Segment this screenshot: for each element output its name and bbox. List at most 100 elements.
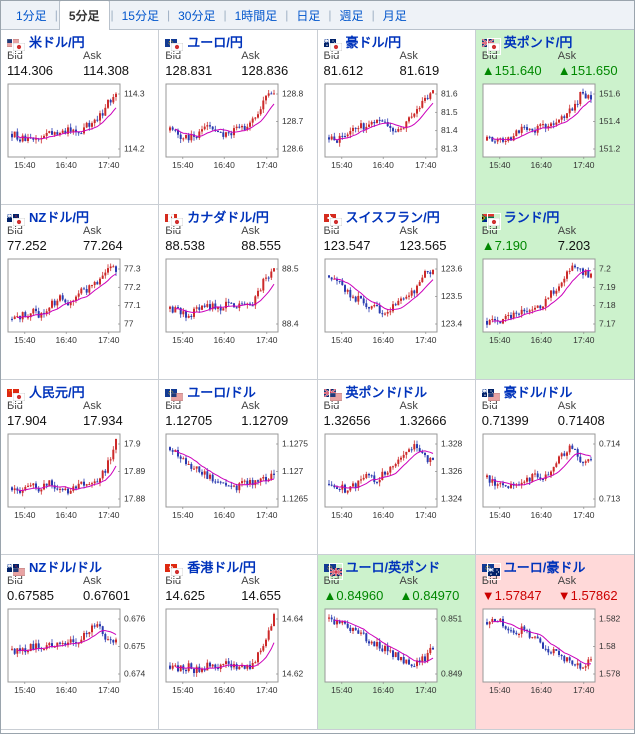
bid-label: Bid (7, 50, 23, 62)
rate-panel: ユーロ/豪ドル Bid Ask ▼1.57847 ▼1.57862 1.582 1.58 1.… (475, 555, 634, 730)
bid-label: Bid (481, 50, 498, 62)
currency-pair-flag-icon (323, 385, 343, 405)
candlestick-chart: 81.6 81.5 81.4 81.3 15:40 16:40 17:40 (324, 83, 470, 189)
pair-link[interactable]: 英ポンド/円 (481, 33, 629, 55)
rate-panel: ユーロ/ドル Bid Ask 1.12705 1.12709 1.1275 1.127 1.1… (159, 380, 318, 555)
ask-label: Ask (241, 575, 260, 587)
pair-link[interactable]: ユーロ/英ポンド (323, 558, 470, 580)
pair-link[interactable]: 豪ドル/ドル (481, 383, 629, 405)
svg-text:17:40: 17:40 (256, 510, 278, 520)
svg-text:81.5: 81.5 (441, 107, 458, 117)
rate-panel: NZドル/ドル Bid Ask 0.67585 0.67601 0.676 0.675 0.6… (1, 555, 160, 730)
svg-text:17:40: 17:40 (98, 685, 120, 695)
svg-text:14.62: 14.62 (282, 669, 304, 679)
timeframe-tab[interactable]: 15分足 (121, 8, 159, 23)
timeframe-tab[interactable]: 1分足 (16, 8, 47, 23)
pair-link[interactable]: スイスフラン/円 (323, 208, 470, 230)
ask-label: Ask (557, 575, 577, 587)
svg-text:88.5: 88.5 (282, 264, 299, 274)
pair-link[interactable]: ランド/円 (481, 208, 629, 230)
pair-link[interactable]: 英ポンド/ドル (323, 383, 470, 405)
pair-link[interactable]: 人民元/円 (7, 383, 153, 405)
currency-pair-flag-icon (6, 210, 26, 230)
ask-value: 88.555 (241, 238, 282, 253)
svg-text:81.3: 81.3 (441, 144, 458, 154)
svg-text:16:40: 16:40 (56, 510, 78, 520)
pair-link[interactable]: NZドル/ドル (6, 558, 153, 580)
pair-link[interactable]: ユーロ/円 (165, 33, 311, 55)
ask-value: ▲151.650 (557, 63, 618, 78)
tab-separator: | (166, 8, 171, 22)
svg-text:15:40: 15:40 (331, 510, 353, 520)
pair-link[interactable]: 香港ドル/円 (165, 558, 311, 580)
svg-text:77.2: 77.2 (124, 282, 141, 292)
pair-link[interactable]: ユーロ/豪ドル (481, 558, 629, 580)
bid-label: Bid (323, 575, 340, 587)
currency-pair-flag-icon (323, 35, 343, 55)
svg-text:7.19: 7.19 (599, 282, 616, 292)
bid-value: 0.71399 (481, 413, 529, 428)
svg-text:15:40: 15:40 (489, 160, 511, 170)
svg-text:17:40: 17:40 (256, 160, 278, 170)
svg-text:7.18: 7.18 (599, 300, 616, 310)
ask-value: 14.655 (241, 588, 282, 603)
ask-value: ▼1.57862 (557, 588, 618, 603)
svg-text:17:40: 17:40 (98, 160, 120, 170)
pair-link[interactable]: ユーロ/ドル (165, 383, 311, 405)
timeframe-tab[interactable]: 月足 (382, 8, 407, 23)
svg-text:128.8: 128.8 (282, 89, 304, 99)
svg-text:15:40: 15:40 (14, 685, 36, 695)
svg-text:123.6: 123.6 (441, 264, 463, 274)
pair-name: 豪ドル/円 (345, 35, 402, 50)
svg-text:77.3: 77.3 (124, 264, 141, 274)
ask-label: Ask (399, 575, 418, 587)
ask-label: Ask (241, 50, 260, 62)
svg-text:17:40: 17:40 (573, 160, 595, 170)
svg-text:16:40: 16:40 (214, 160, 236, 170)
bid-label: Bid (7, 575, 23, 587)
svg-text:17:40: 17:40 (573, 685, 595, 695)
svg-text:15:40: 15:40 (489, 685, 511, 695)
timeframe-tab[interactable]: 30分足 (178, 8, 216, 23)
svg-text:14.64: 14.64 (282, 614, 304, 624)
currency-pair-flag-icon (481, 385, 501, 405)
timeframe-tab[interactable]: 5分足 (58, 1, 110, 32)
pair-link[interactable]: カナダドル/円 (165, 208, 311, 230)
pair-link[interactable]: 米ドル/円 (6, 33, 153, 55)
ask-value: ▲0.84970 (399, 588, 460, 603)
timeframe-tab[interactable]: 週足 (339, 8, 364, 23)
currency-pair-flag-icon (165, 210, 185, 230)
currency-pair-flag-icon (165, 35, 185, 55)
ask-label: Ask (241, 225, 260, 237)
svg-text:16:40: 16:40 (214, 335, 236, 345)
ask-value: 123.565 (399, 238, 447, 253)
svg-text:7.2: 7.2 (599, 264, 611, 274)
svg-text:1.582: 1.582 (599, 614, 621, 624)
svg-text:16:40: 16:40 (530, 335, 552, 345)
timeframe-tab[interactable]: 1時間足 (234, 8, 278, 23)
svg-text:16:40: 16:40 (214, 685, 236, 695)
svg-text:81.4: 81.4 (441, 125, 458, 135)
svg-text:17:40: 17:40 (415, 335, 437, 345)
rate-panel: 英ポンド/ドル Bid Ask 1.32656 1.32666 1.328 1.326 1.3… (317, 380, 476, 555)
currency-pair-flag-icon (6, 35, 26, 55)
svg-text:16:40: 16:40 (372, 685, 394, 695)
svg-text:17:40: 17:40 (573, 510, 595, 520)
svg-text:81.6: 81.6 (441, 89, 458, 99)
svg-text:1.58: 1.58 (599, 641, 616, 651)
bid-value: 0.67585 (7, 588, 54, 603)
pair-link[interactable]: 豪ドル/円 (323, 33, 470, 55)
candlestick-chart: 77.3 77.2 77.1 77 15:40 16:40 17:40 (7, 258, 153, 364)
svg-text:151.6: 151.6 (599, 89, 621, 99)
bid-label: Bid (165, 50, 182, 62)
candlestick-chart: 1.582 1.58 1.578 15:40 16:40 17:40 (482, 608, 629, 714)
pair-name: カナダドル/円 (187, 210, 269, 225)
bid-value: 14.625 (165, 588, 206, 603)
candlestick-chart: 1.328 1.326 1.324 15:40 16:40 17:40 (324, 433, 470, 539)
currency-pair-flag-icon (323, 560, 343, 580)
timeframe-tab[interactable]: 日足 (296, 8, 321, 23)
ask-value: 1.32666 (399, 413, 447, 428)
pair-name: 人民元/円 (29, 385, 85, 400)
svg-text:16:40: 16:40 (530, 685, 552, 695)
pair-link[interactable]: NZドル/円 (6, 208, 153, 230)
